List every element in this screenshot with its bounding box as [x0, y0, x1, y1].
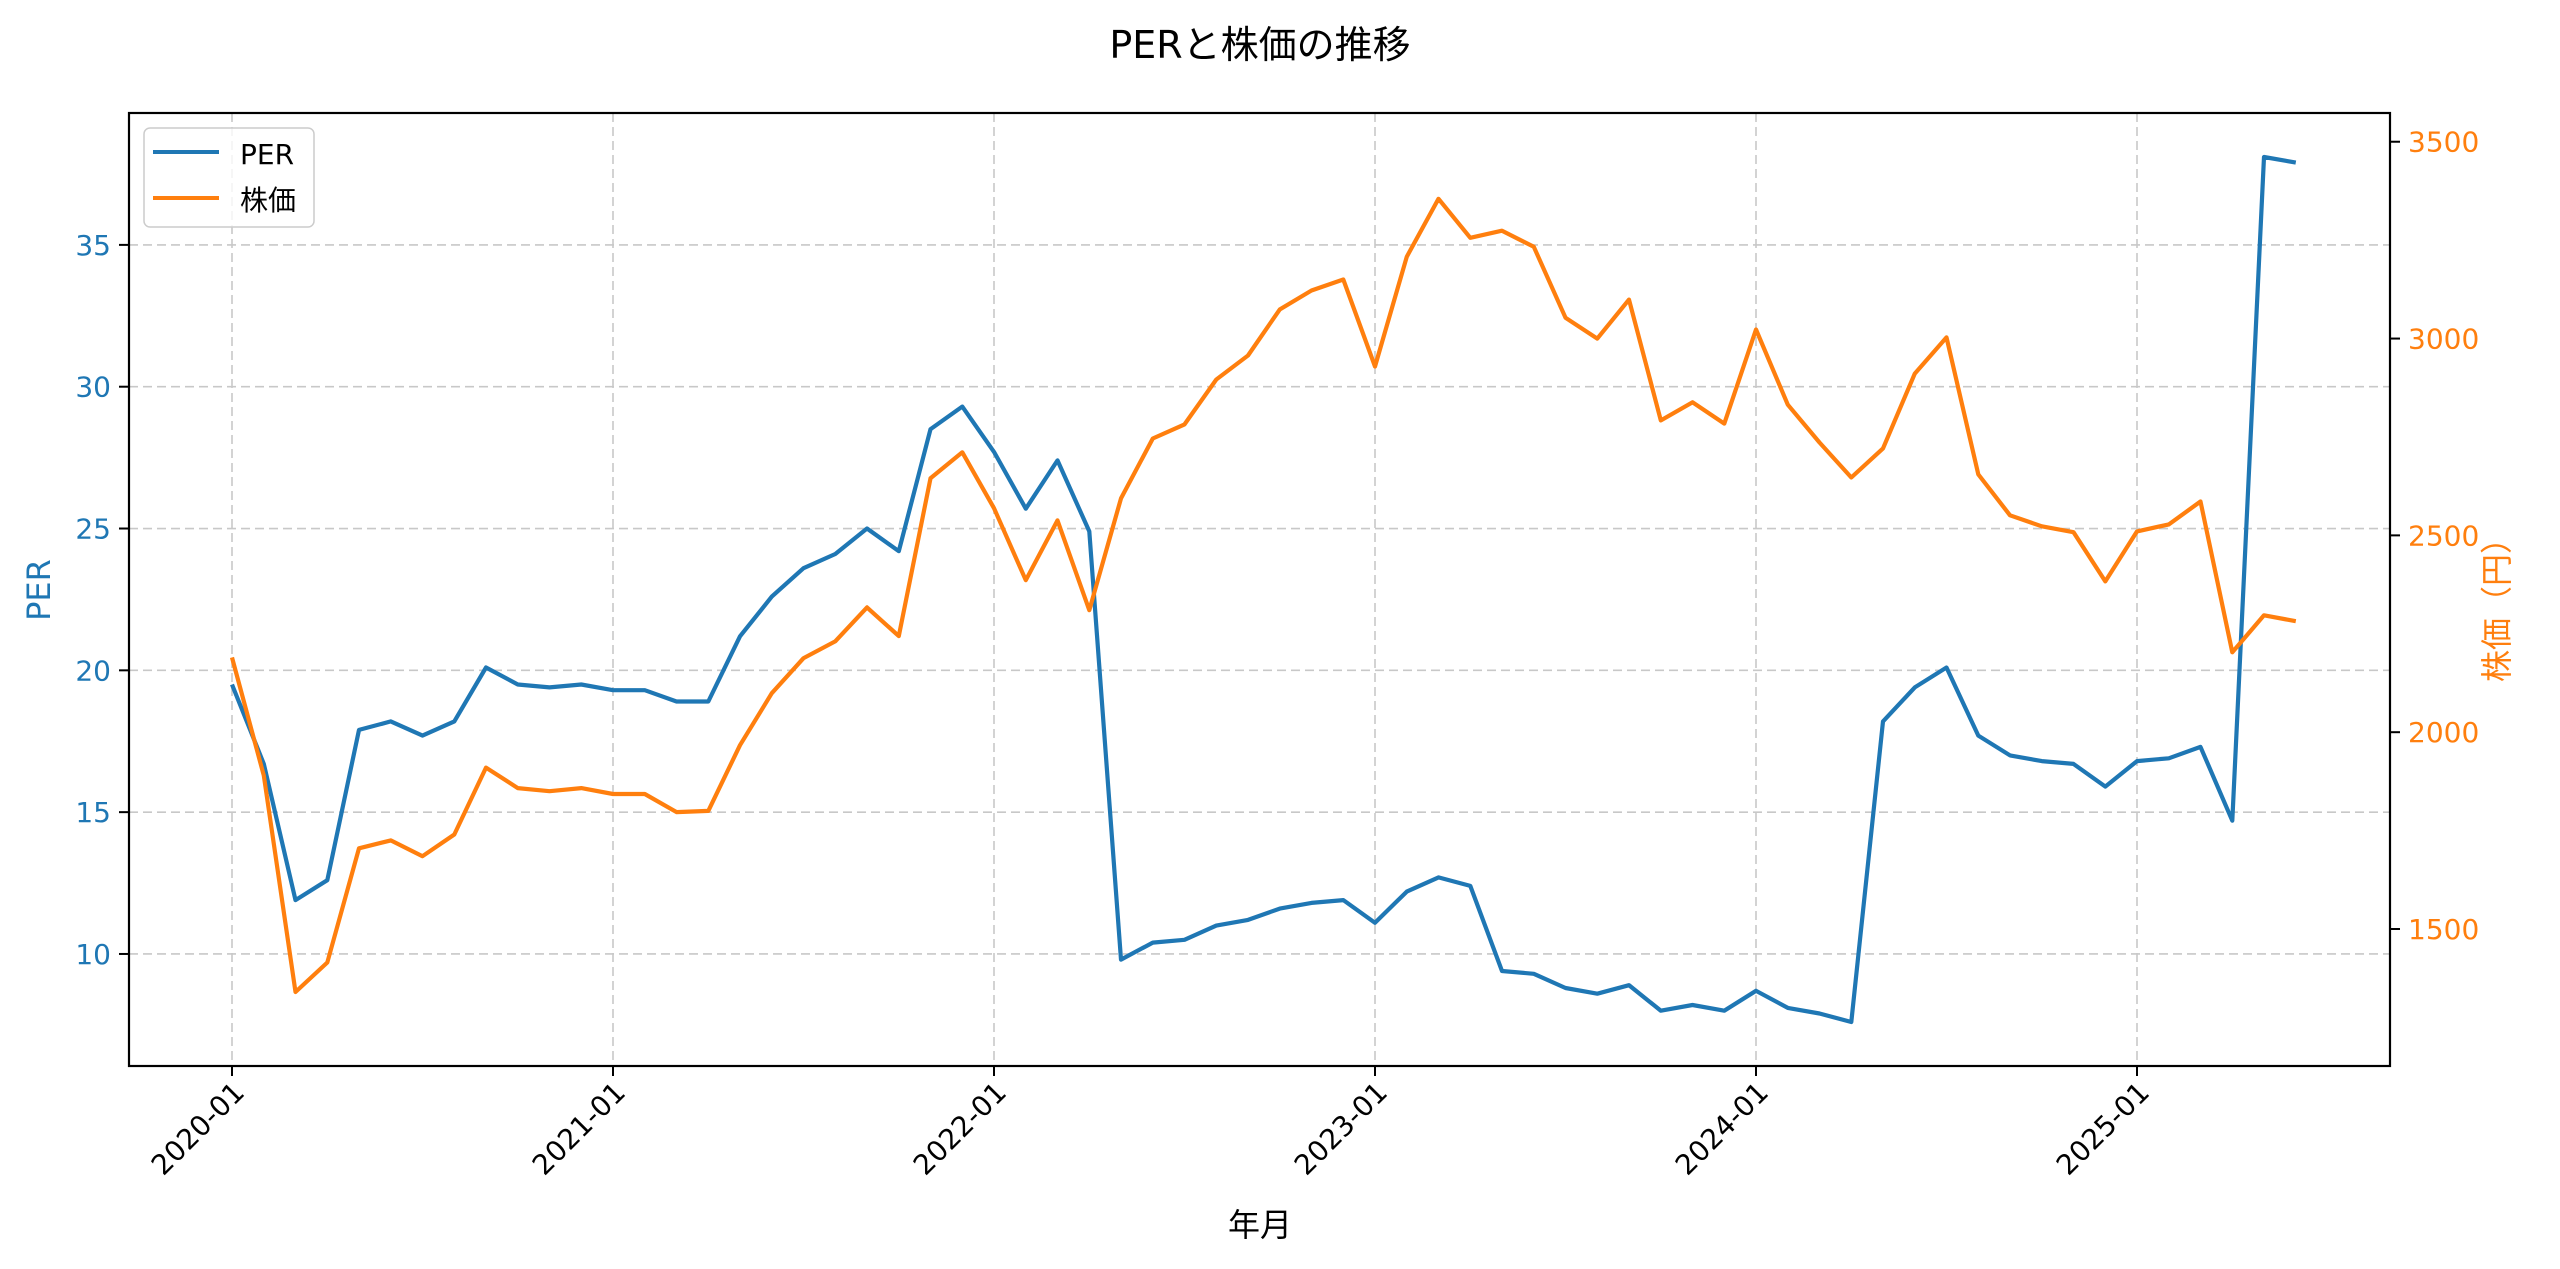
x-tick-label: 2024-01	[1669, 1076, 1775, 1182]
left-y-tick-label: 25	[75, 513, 111, 546]
plot-frame	[127, 111, 2392, 1068]
right-y-tick-label: 2000	[2408, 716, 2479, 749]
left-y-tick-label: 35	[75, 229, 111, 262]
x-tick-label: 2025-01	[2050, 1076, 2156, 1182]
right-y-tick-label: 3500	[2408, 126, 2479, 159]
x-axis-ticks: 2020-01 2021-01 2022-01 2023-01 2024-01 2025-…	[145, 1066, 2156, 1182]
left-y-tick-label: 30	[75, 371, 111, 404]
price-line	[229, 196, 2297, 995]
series-price-path	[229, 196, 2297, 995]
x-tick-label: 2020-01	[145, 1076, 251, 1182]
right-y-tick-label: 2500	[2408, 519, 2479, 552]
right-y-tick-label: 3000	[2408, 323, 2479, 356]
left-y-axis-label: PER	[20, 559, 58, 621]
left-y-tick-label: 15	[75, 796, 111, 829]
x-tick-label: 2021-01	[526, 1076, 632, 1182]
right-y-tick-label: 1500	[2408, 913, 2479, 946]
series-per-path	[230, 154, 2297, 1025]
x-tick-label: 2023-01	[1288, 1076, 1394, 1182]
x-axis-label: 年月	[1228, 1206, 1292, 1244]
chart-title: PERと株価の推移	[1109, 23, 1411, 67]
per-line	[230, 154, 2297, 1025]
legend: PER 株価	[143, 127, 315, 228]
left-y-axis-ticks: 10 15 20 25 30 35	[75, 229, 129, 971]
legend-price-label: 株価	[240, 184, 296, 217]
left-y-tick-label: 20	[75, 654, 111, 687]
right-y-axis-label: 株価（円）	[2478, 522, 2516, 682]
right-y-axis-ticks: 1500 2000 2500 3000 3500	[2390, 126, 2479, 946]
left-y-tick-label: 10	[75, 938, 111, 971]
x-tick-label: 2022-01	[907, 1076, 1013, 1182]
legend-per-label: PER	[240, 138, 294, 171]
grid-lines	[129, 113, 2390, 1066]
